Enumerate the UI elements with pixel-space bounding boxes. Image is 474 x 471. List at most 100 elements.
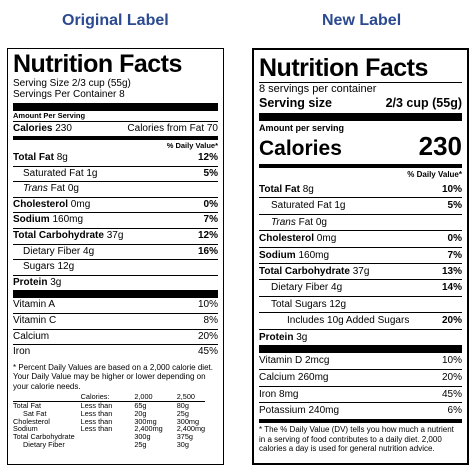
new-calories-row: Calories 230 [259, 131, 462, 161]
footnote-table-row: Total Carbohydrate 300g 375g [13, 433, 205, 441]
nutrient-daily-value: 12% [197, 229, 218, 241]
nutrient-name-italic: Trans [23, 183, 48, 195]
nutrient-name: Sugars [23, 261, 55, 273]
vitamin-daily-value: 20% [197, 330, 218, 342]
nutrient-amount: 160mg [52, 214, 84, 226]
original-daily-value-header: % Daily Value* [166, 141, 218, 150]
footnote-table-cell: 80g [176, 401, 189, 411]
nutrient-daily-value: 0% [203, 198, 218, 210]
vitamin-name: Iron 8mg [259, 388, 299, 400]
nutrient-name: Total Sugars [271, 298, 327, 310]
original-title: Nutrition Facts [13, 50, 182, 78]
nutrient-amount: 37g [352, 266, 370, 278]
nutrient-row: Sugars 12g [13, 259, 218, 275]
new-footnote: * The % Daily Value (DV) tells you how m… [259, 425, 454, 454]
nutrient-name: Sodium [259, 249, 296, 261]
new-servings-per-container: 8 servings per container [259, 83, 377, 95]
nutrient-name: Dietary Fiber [271, 282, 329, 294]
nutrient-amount: 0g [67, 183, 79, 195]
nutrient-name: Fat [298, 216, 314, 228]
original-footnote: * Percent Daily Values are based on a 2,… [13, 362, 213, 391]
nutrient-name: Includes 10g Added Sugars [287, 315, 410, 327]
original-label-heading: Original Label [62, 12, 169, 29]
nutrient-amount: 160mg [298, 249, 330, 261]
nutrient-name: Cholesterol [13, 198, 69, 210]
footnote-table-cell: Cholesterol [13, 416, 50, 426]
nutrient-daily-value: 20% [441, 315, 462, 327]
vitamin-name: Vitamin A [13, 299, 56, 311]
nutrient-row: Cholesterol 0mg 0% [13, 196, 218, 213]
nutrient-amount: 8g [302, 184, 314, 195]
footnote-table-header-cell: 2,500 [162, 393, 206, 403]
vitamin-name: Iron [13, 346, 31, 358]
original-nutrition-label: Nutrition Facts Serving Size 2/3 cup (55… [7, 48, 224, 465]
vitamin-name: Calcium [13, 330, 50, 342]
nutrient-name: Sodium [13, 214, 50, 226]
nutrient-row: Saturated Fat 1g 5% [259, 197, 462, 213]
nutrient-amount: 0g [315, 216, 327, 228]
nutrient-row: Includes 10g Added Sugars 20% [259, 312, 462, 328]
footnote-table-header-cell: Calories: [80, 393, 113, 403]
nutrient-name-italic: Trans [271, 216, 296, 228]
nutrient-name: Protein [259, 331, 294, 343]
vitamin-daily-value: 45% [441, 388, 462, 400]
footnote-table-cell: 300g [134, 432, 151, 442]
nutrient-daily-value: 16% [197, 245, 218, 257]
vitamin-name: Vitamin C [13, 314, 57, 326]
nutrient-daily-value: 13% [441, 266, 462, 278]
vitamin-name: Potassium 240mg [259, 405, 340, 417]
footnote-table-cell: Sodium [13, 424, 38, 434]
vitamin-row: Potassium 240mg 6% [259, 402, 462, 419]
nutrient-amount: 12g [329, 298, 347, 310]
footnote-table-row: Cholesterol Less than 300mg 300mg [13, 416, 205, 426]
new-nutrient-list: Total Fat 8g 10% Saturated Fat 1g 5% Trans F… [259, 182, 462, 345]
nutrient-daily-value: 10% [441, 184, 462, 195]
new-label-heading: New Label [322, 12, 402, 29]
nutrient-amount: 4g [331, 282, 343, 294]
nutrient-daily-value: 12% [197, 152, 218, 163]
nutrient-amount: 3g [296, 331, 308, 343]
vitamin-daily-value: 10% [197, 299, 218, 311]
original-amount-per-serving: Amount Per Serving [13, 111, 86, 120]
original-calories-value: 230 [55, 123, 72, 134]
vitamin-row: Calcium 20% [13, 328, 218, 345]
nutrient-daily-value: 5% [203, 167, 218, 179]
footnote-table-cell: Total Carbohydrate [13, 432, 75, 442]
footnote-table-cell: 65g [134, 401, 147, 411]
nutrient-daily-value: 7% [203, 214, 218, 226]
nutrient-amount: 37g [106, 229, 124, 241]
original-serving-size: Serving Size 2/3 cup (55g) [13, 78, 131, 89]
footnote-table-cell: 375g [176, 432, 193, 442]
vitamin-daily-value: 20% [441, 371, 462, 383]
nutrient-daily-value: 7% [447, 249, 462, 261]
new-vitamin-list: Vitamin D 2mcg 10% Calcium 260mg 20% Iron 8m… [259, 353, 462, 419]
new-nutrition-label: Nutrition Facts 8 servings per container… [252, 48, 469, 465]
vitamin-daily-value: 6% [447, 405, 462, 417]
footnote-table-cell: Less than [80, 401, 113, 411]
nutrient-row: Dietary Fiber 4g 14% [259, 279, 462, 295]
vitamin-row: Vitamin C 8% [13, 312, 218, 329]
original-nutrient-list: Total Fat 8g 12% Saturated Fat 1g 5% Trans F… [13, 151, 218, 290]
nutrient-amount: 12g [57, 261, 75, 273]
footnote-table-header-cell [13, 393, 81, 403]
new-calories-value: 230 [418, 131, 462, 161]
new-daily-value-header: % Daily Value* [407, 170, 462, 179]
footnote-table-row: Sat Fat Less than 20g 25g [13, 410, 205, 418]
vitamin-name: Vitamin D 2mcg [259, 355, 330, 367]
nutrient-row: Trans Fat 0g [13, 181, 218, 197]
nutrient-row: Sodium 160mg 7% [259, 246, 462, 263]
vitamin-daily-value: 10% [441, 355, 462, 367]
nutrient-amount: 0mg [70, 198, 91, 210]
nutrient-daily-value: 14% [441, 282, 462, 294]
nutrient-name: Total Carbohydrate [13, 229, 104, 241]
footnote-table-cell: 300mg [134, 416, 157, 426]
original-footnote-table: Calories: 2,000 2,500 Total Fat Less than 65… [13, 393, 206, 449]
new-serving-size-row: Serving size 2/3 cup (55g) [259, 96, 462, 111]
vitamin-row: Iron 8mg 45% [259, 385, 462, 403]
nutrient-name: Saturated Fat [271, 200, 332, 212]
nutrient-row: Dietary Fiber 4g 16% [13, 243, 218, 260]
original-servings-per-container: Servings Per Container 8 [13, 89, 125, 100]
footnote-table-cell: Less than [80, 416, 113, 426]
nutrient-daily-value: 5% [447, 200, 462, 212]
footnote-table-cell: 25g [176, 408, 189, 418]
